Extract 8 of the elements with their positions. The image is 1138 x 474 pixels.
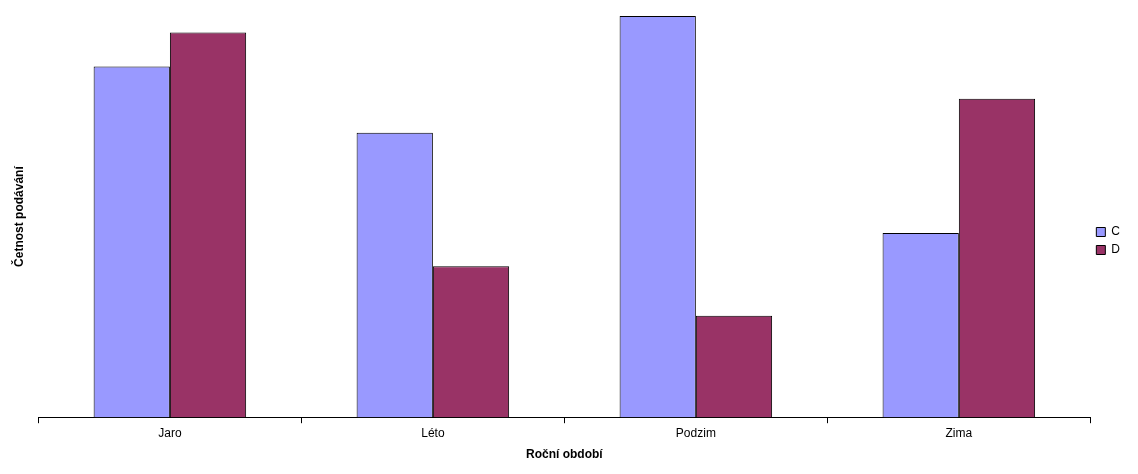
legend-label: C (1111, 224, 1121, 239)
x-tick-label: Podzim (675, 425, 716, 440)
x-tick-label: Zima (945, 425, 973, 440)
x-axis-title: Roční období (526, 447, 604, 462)
x-tick-label: Léto (421, 425, 445, 440)
legend-label: D (1111, 242, 1121, 257)
x-tick-label: Jaro (158, 425, 182, 440)
y-axis-title: Četnost podávání (10, 165, 26, 267)
